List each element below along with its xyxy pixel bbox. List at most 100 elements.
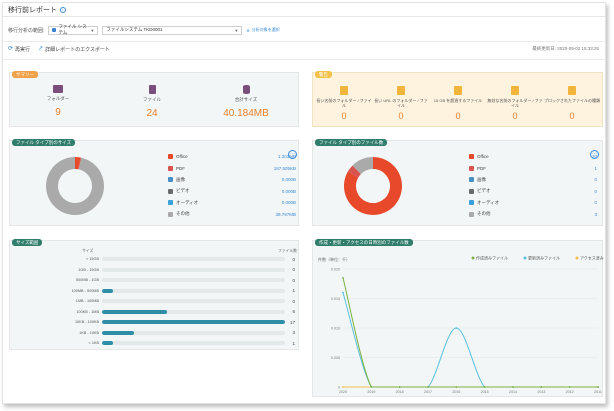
type-count-slice-5[interactable] xyxy=(352,157,374,175)
size-range-bar[interactable] xyxy=(102,320,285,324)
x-tick-label: 2012 xyxy=(566,390,574,394)
series-legend-marker xyxy=(575,256,579,260)
warning-item[interactable]: 長い名前のフォルダー / ファイル 0 xyxy=(316,86,372,121)
series-point[interactable] xyxy=(342,291,344,294)
series-point[interactable] xyxy=(597,386,599,388)
y-tick-label: 0 xyxy=(338,386,340,390)
size-range-bar[interactable] xyxy=(102,330,135,335)
more-icon[interactable]: ⋯ xyxy=(288,150,297,159)
legend-row[interactable]: オーディオ 0.000B xyxy=(168,197,296,209)
more-icon[interactable]: ⋯ xyxy=(590,150,599,159)
size-range-count: 3 xyxy=(292,330,295,335)
size-range-track xyxy=(102,267,285,272)
y-tick-label: 0.020 xyxy=(331,268,340,272)
legend-row[interactable]: その他 38.797MB xyxy=(168,209,296,221)
chevron-down-icon: ▼ xyxy=(234,27,239,33)
size-range-row: < 1KB 1 xyxy=(10,338,295,348)
series-point[interactable] xyxy=(512,386,514,388)
series-point[interactable] xyxy=(342,386,344,388)
series-point[interactable] xyxy=(398,386,401,388)
size-range-tag: サイズ範囲 xyxy=(12,239,43,246)
series-point[interactable] xyxy=(483,386,486,388)
size-range-count: 0 xyxy=(292,256,295,262)
export-icon: ↗ xyxy=(38,46,44,52)
legend-swatch-icon xyxy=(469,154,474,160)
legend-swatch-icon xyxy=(469,165,474,171)
select-target-link-text: 分析対象を選択 xyxy=(251,27,280,32)
series-line[interactable] xyxy=(342,292,598,388)
series-point[interactable] xyxy=(455,386,458,388)
type-size-slice-5[interactable] xyxy=(46,157,104,215)
warning-item[interactable]: 15 GB を超過するファイル 0 xyxy=(430,86,486,121)
select-target-link[interactable]: ⊕ 分析対象を選択 xyxy=(246,27,279,33)
warning-item[interactable]: ブロックされたファイルの種類 0 xyxy=(544,86,600,121)
size-range-track xyxy=(102,309,285,314)
legend-swatch-icon xyxy=(469,177,474,183)
legend-row[interactable]: 画像 0.000B xyxy=(168,174,296,186)
x-tick-label: 2014 xyxy=(509,390,517,394)
x-tick-label: 2016 xyxy=(452,390,460,394)
size-range-label: 100KB - 1MB xyxy=(76,309,99,314)
warnings-panel: 警告 長い名前のフォルダー / ファイル 0 長い URL のフォルダー / フ… xyxy=(312,71,603,127)
legend-value: 187.505KB xyxy=(273,165,296,171)
legend-row[interactable]: PDF 1 xyxy=(469,163,597,175)
summary-panel: サマリー フォルダー 9 ファイル 24 合計サイズ 40.184MB xyxy=(9,71,299,127)
timeline-panel: 作成・更新・アクセスの日時別のファイル数 件数（単位：千） 作成済みファイル 更新済… xyxy=(312,239,604,397)
size-header-right: ファイル数 xyxy=(278,249,297,253)
size-range-track xyxy=(102,288,285,293)
type-size-donut xyxy=(46,157,104,215)
series-point[interactable] xyxy=(540,386,543,388)
size-range-bar[interactable] xyxy=(102,288,113,293)
legend-row[interactable]: オーディオ 0 xyxy=(469,197,597,209)
legend-value: 0.000B xyxy=(281,188,296,194)
legend-row[interactable]: Office 1.203MB xyxy=(168,151,296,163)
legend-row[interactable]: ビデオ 0.000B xyxy=(168,186,296,198)
legend-row[interactable]: 画像 0 xyxy=(469,174,597,186)
warning-file-icon xyxy=(454,86,462,95)
legend-row[interactable]: ビデオ 0 xyxy=(469,186,597,198)
summary-folders-value: 9 xyxy=(55,107,61,118)
x-tick-label: 2013 xyxy=(537,390,545,394)
legend-name: 画像 xyxy=(477,176,486,182)
series-point[interactable] xyxy=(455,327,458,329)
warning-item[interactable]: 無効な名前のフォルダー / ファイル 0 xyxy=(487,86,543,121)
size-range-bar[interactable] xyxy=(102,309,167,314)
y-axis-label: 件数（単位：千） xyxy=(318,256,350,262)
rerun-button[interactable]: ⟳ 再実行 xyxy=(8,46,30,53)
legend-row[interactable]: Office 20 xyxy=(469,151,597,163)
legend-row[interactable]: その他 3 xyxy=(469,209,597,221)
scope-target-select[interactable]: ファイルシステム TKD0001 ▼ xyxy=(102,25,243,35)
export-button[interactable]: ↗ 詳細レポートのエクスポート xyxy=(38,46,110,53)
summary-folders-label: フォルダー xyxy=(46,96,70,101)
scope-type-select[interactable]: ファイル システム ▼ xyxy=(48,24,99,35)
scope-bar: 移行分析の範囲: ファイル システム ▼ ファイルシステム TKD0001 ▼ … xyxy=(3,24,605,36)
timeline-tag: 作成・更新・アクセスの日時別のファイル数 xyxy=(315,239,413,246)
size-range-label: 100MB - 500MB xyxy=(71,288,99,293)
series-point[interactable] xyxy=(568,386,571,388)
legend-value: 0.000B xyxy=(281,177,296,183)
type-count-slice-0[interactable] xyxy=(344,157,402,215)
type-count-slice-1[interactable] xyxy=(347,165,362,178)
warning-item[interactable]: 長い URL のフォルダー / ファイル 0 xyxy=(373,86,429,121)
link-icon: ⊕ xyxy=(246,27,250,33)
legend-value: 0.000B xyxy=(281,200,296,206)
legend-value: 3 xyxy=(594,211,597,217)
legend-row[interactable]: PDF 187.505KB xyxy=(168,163,296,175)
warning-url-icon xyxy=(397,86,405,95)
size-range-label: 500MB - 1GB xyxy=(75,278,99,282)
type-count-tag: ファイル タイプ別のファイル数 xyxy=(315,139,388,146)
size-range-count: 6 xyxy=(292,309,295,314)
legend-value: 1.203MB xyxy=(277,154,296,160)
size-range-bar[interactable] xyxy=(102,341,113,345)
series-point[interactable] xyxy=(342,276,344,279)
series-point[interactable] xyxy=(427,386,429,388)
info-icon[interactable]: i xyxy=(60,6,66,13)
warning-folder-icon xyxy=(340,86,348,95)
size-range-count: 1 xyxy=(292,288,295,293)
series-line[interactable] xyxy=(342,277,598,388)
series-point[interactable] xyxy=(370,386,373,388)
summary-size: 合計サイズ 40.184MB xyxy=(201,85,291,119)
y-tick-label: 0.010 xyxy=(331,327,340,331)
scope-label: 移行分析の範囲: xyxy=(8,27,45,34)
divider xyxy=(3,59,605,60)
